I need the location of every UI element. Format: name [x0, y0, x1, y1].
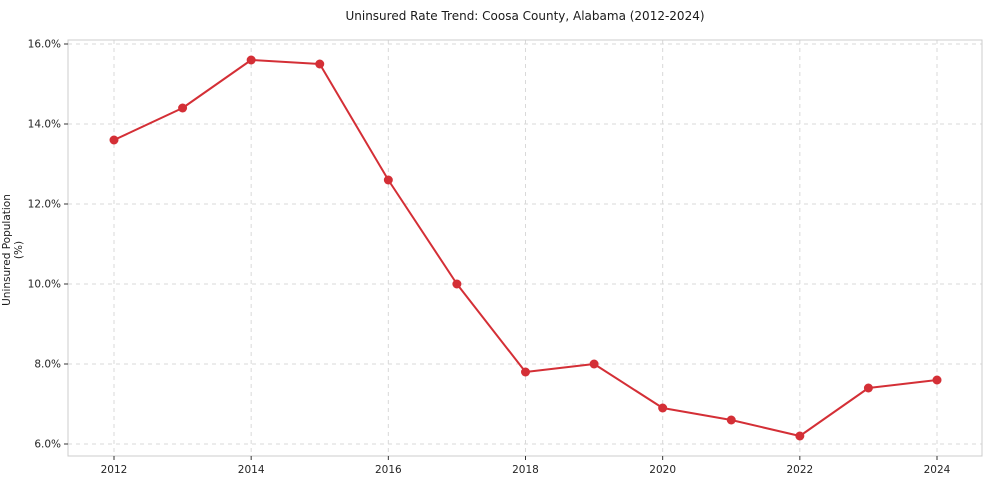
- y-tick-label: 14.0%: [28, 119, 61, 131]
- data-point-marker: [658, 403, 668, 413]
- x-tick-label: 2022: [786, 464, 813, 476]
- x-tick-label: 2016: [375, 464, 402, 476]
- data-point-marker: [932, 375, 942, 385]
- data-point-marker: [521, 367, 530, 377]
- y-tick-label: 8.0%: [34, 359, 61, 371]
- data-point-marker: [315, 59, 325, 69]
- x-tick-label: 2018: [512, 464, 539, 476]
- chart-title: Uninsured Rate Trend: Coosa County, Alab…: [345, 9, 705, 23]
- data-point-marker: [246, 55, 256, 65]
- x-tick-label: 2020: [649, 464, 676, 476]
- y-tick-label: 6.0%: [34, 439, 61, 451]
- y-tick-label: 12.0%: [28, 199, 61, 211]
- gridlines: [68, 40, 982, 456]
- y-axis-label: Uninsured Population (%): [1, 194, 25, 306]
- data-point-marker: [589, 359, 599, 369]
- data-point-marker: [863, 383, 873, 393]
- x-tick-label: 2014: [238, 464, 265, 476]
- data-point-marker: [452, 279, 462, 289]
- axis-ticks: 6.0% 8.0% 10.0% 12.0% 14.0% 16.0% 2012 2014 2016…: [28, 39, 951, 476]
- data-point-marker: [178, 103, 188, 113]
- data-point-marker: [795, 431, 805, 441]
- y-tick-label: 10.0%: [28, 279, 61, 291]
- data-point-marker: [726, 415, 736, 425]
- data-point-marker: [383, 175, 393, 185]
- y-tick-label: 16.0%: [28, 39, 61, 51]
- data-point-marker: [109, 135, 119, 145]
- data-points: [109, 55, 942, 441]
- x-tick-label: 2024: [924, 464, 951, 476]
- x-tick-label: 2012: [101, 464, 128, 476]
